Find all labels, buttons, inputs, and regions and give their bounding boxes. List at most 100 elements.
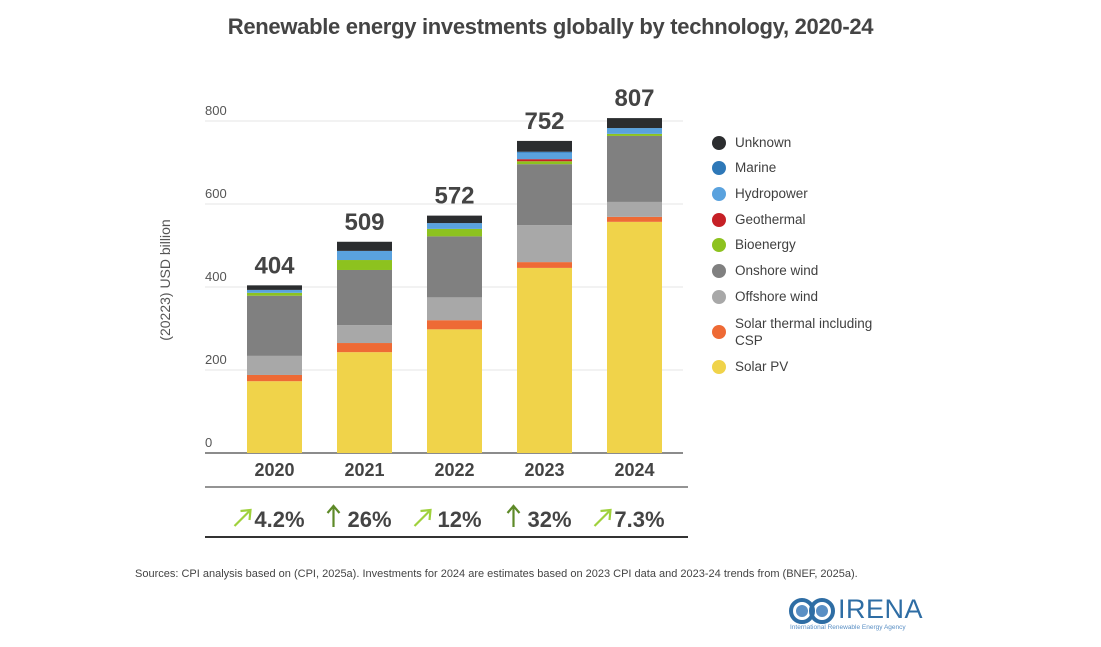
growth-label: 7.3% xyxy=(614,507,664,532)
bar-segment-unknown xyxy=(337,241,392,251)
bar-segment-unknown xyxy=(247,285,302,290)
legend-label: Hydropower xyxy=(735,186,808,201)
bar-segment-offshore-wind xyxy=(247,355,302,375)
bar-segment-unknown xyxy=(517,140,572,152)
growth-label: 4.2% xyxy=(254,507,304,532)
x-tick-label: 2021 xyxy=(344,460,384,480)
growth-arrow-icon xyxy=(413,510,431,527)
bar-segment-unknown xyxy=(607,118,662,129)
growth-arrowhead-icon xyxy=(506,504,521,514)
legend-swatch-icon xyxy=(712,360,726,374)
globe-icon xyxy=(789,598,835,624)
bar-segment-unknown xyxy=(427,215,482,224)
x-tick-label: 2022 xyxy=(434,460,474,480)
legend-swatch-icon xyxy=(712,213,726,227)
legend-item: Marine xyxy=(712,159,776,176)
legend-label: Unknown xyxy=(735,135,792,150)
bar-segment-hydropower xyxy=(517,152,572,160)
legend-swatch-icon xyxy=(712,136,726,150)
bar-total-label: 752 xyxy=(524,108,564,135)
bar-segment-solar-pv xyxy=(427,329,482,453)
chart-title: Renewable energy investments globally by… xyxy=(227,14,874,39)
y-tick-label: 0 xyxy=(205,435,212,450)
legend-swatch-icon xyxy=(712,187,726,201)
growth-label: 12% xyxy=(437,507,481,532)
legend-label: Geothermal xyxy=(735,212,806,227)
legend-item: Bioenergy xyxy=(712,236,796,253)
legend-label: Marine xyxy=(735,160,777,175)
legend-item: Offshore wind xyxy=(712,288,818,305)
bar-segment-solar-thermal-including-csp xyxy=(427,320,482,330)
legend-swatch-icon xyxy=(712,325,726,339)
bar-total-label: 509 xyxy=(344,209,384,236)
x-tick-label: 2023 xyxy=(524,460,564,480)
bar-total-label: 572 xyxy=(434,183,474,210)
bar-segment-solar-thermal-including-csp xyxy=(247,374,302,382)
bar-segment-solar-thermal-including-csp xyxy=(517,262,572,268)
bar-total-label: 404 xyxy=(254,252,295,279)
bar-segment-bioenergy xyxy=(247,292,302,296)
x-tick-label: 2020 xyxy=(254,460,294,480)
bar-segment-solar-thermal-including-csp xyxy=(337,343,392,353)
source-note: Sources: CPI analysis based on (CPI, 202… xyxy=(135,568,858,580)
growth-arrow-icon xyxy=(233,510,251,527)
legend-swatch-icon xyxy=(712,161,726,175)
legend-label: Offshore wind xyxy=(735,289,819,304)
legend-label: Solar thermal including CSP xyxy=(735,316,873,348)
bar-segment-offshore-wind xyxy=(517,225,572,263)
bar-segment-offshore-wind xyxy=(427,297,482,321)
bar-segment-bioenergy xyxy=(607,133,662,136)
legend-item: Geothermal xyxy=(712,211,806,228)
bar-segment-onshore-wind xyxy=(337,269,392,326)
bar-segment-offshore-wind xyxy=(607,201,662,217)
logo-subtitle: International Renewable Energy Agency xyxy=(790,624,906,631)
bar-segment-bioenergy xyxy=(517,161,572,165)
bar-segment-solar-pv xyxy=(517,267,572,453)
y-tick-label: 200 xyxy=(205,352,227,367)
growth-arrowhead-icon xyxy=(420,508,432,521)
growth-arrow-icon xyxy=(593,510,611,527)
legend-label: Solar PV xyxy=(735,359,789,374)
bar-segment-hydropower xyxy=(607,128,662,134)
bar-segment-bioenergy xyxy=(337,260,392,270)
bar-total-label: 807 xyxy=(614,85,654,112)
growth-arrowhead-icon xyxy=(600,508,612,521)
bar-segment-solar-pv xyxy=(337,352,392,453)
logo-name: IRENA xyxy=(838,594,924,624)
bar-segment-solar-thermal-including-csp xyxy=(607,216,662,222)
bar-segment-hydropower xyxy=(247,289,302,293)
bar-segment-solar-pv xyxy=(607,221,662,453)
bar-segment-geothermal xyxy=(517,159,572,162)
legend-label: Onshore wind xyxy=(735,263,819,278)
bar-segment-onshore-wind xyxy=(247,295,302,356)
bar-segment-offshore-wind xyxy=(337,325,392,344)
legend-item: Hydropower xyxy=(712,185,808,202)
growth-arrowhead-icon xyxy=(326,504,341,514)
legend-swatch-icon xyxy=(712,238,726,252)
legend-item: Solar PV xyxy=(712,358,788,375)
x-tick-label: 2024 xyxy=(614,460,654,480)
legend-item: Unknown xyxy=(712,134,791,151)
y-tick-label: 600 xyxy=(205,186,227,201)
legend-swatch-icon xyxy=(712,290,726,304)
growth-label: 26% xyxy=(347,507,391,532)
legend-item: Solar thermal including CSP xyxy=(712,315,885,349)
bar-segment-hydropower xyxy=(427,223,482,229)
bar-segment-onshore-wind xyxy=(607,135,662,202)
bar-segment-bioenergy xyxy=(427,228,482,237)
growth-arrowhead-icon xyxy=(240,508,252,521)
y-tick-label: 400 xyxy=(205,269,227,284)
bar-segment-onshore-wind xyxy=(427,236,482,298)
bar-segment-marine xyxy=(517,151,572,153)
bar-segment-solar-pv xyxy=(247,381,302,453)
growth-label: 32% xyxy=(527,507,571,532)
bar-segment-hydropower xyxy=(337,250,392,261)
y-tick-label: 800 xyxy=(205,103,227,118)
legend-item: Onshore wind xyxy=(712,262,818,279)
bar-segment-onshore-wind xyxy=(517,164,572,226)
legend-label: Bioenergy xyxy=(735,237,796,252)
irena-logo: IRENA International Renewable Energy Age… xyxy=(788,594,938,636)
y-axis-label: (20223) USD billion xyxy=(157,219,173,340)
legend-swatch-icon xyxy=(712,264,726,278)
